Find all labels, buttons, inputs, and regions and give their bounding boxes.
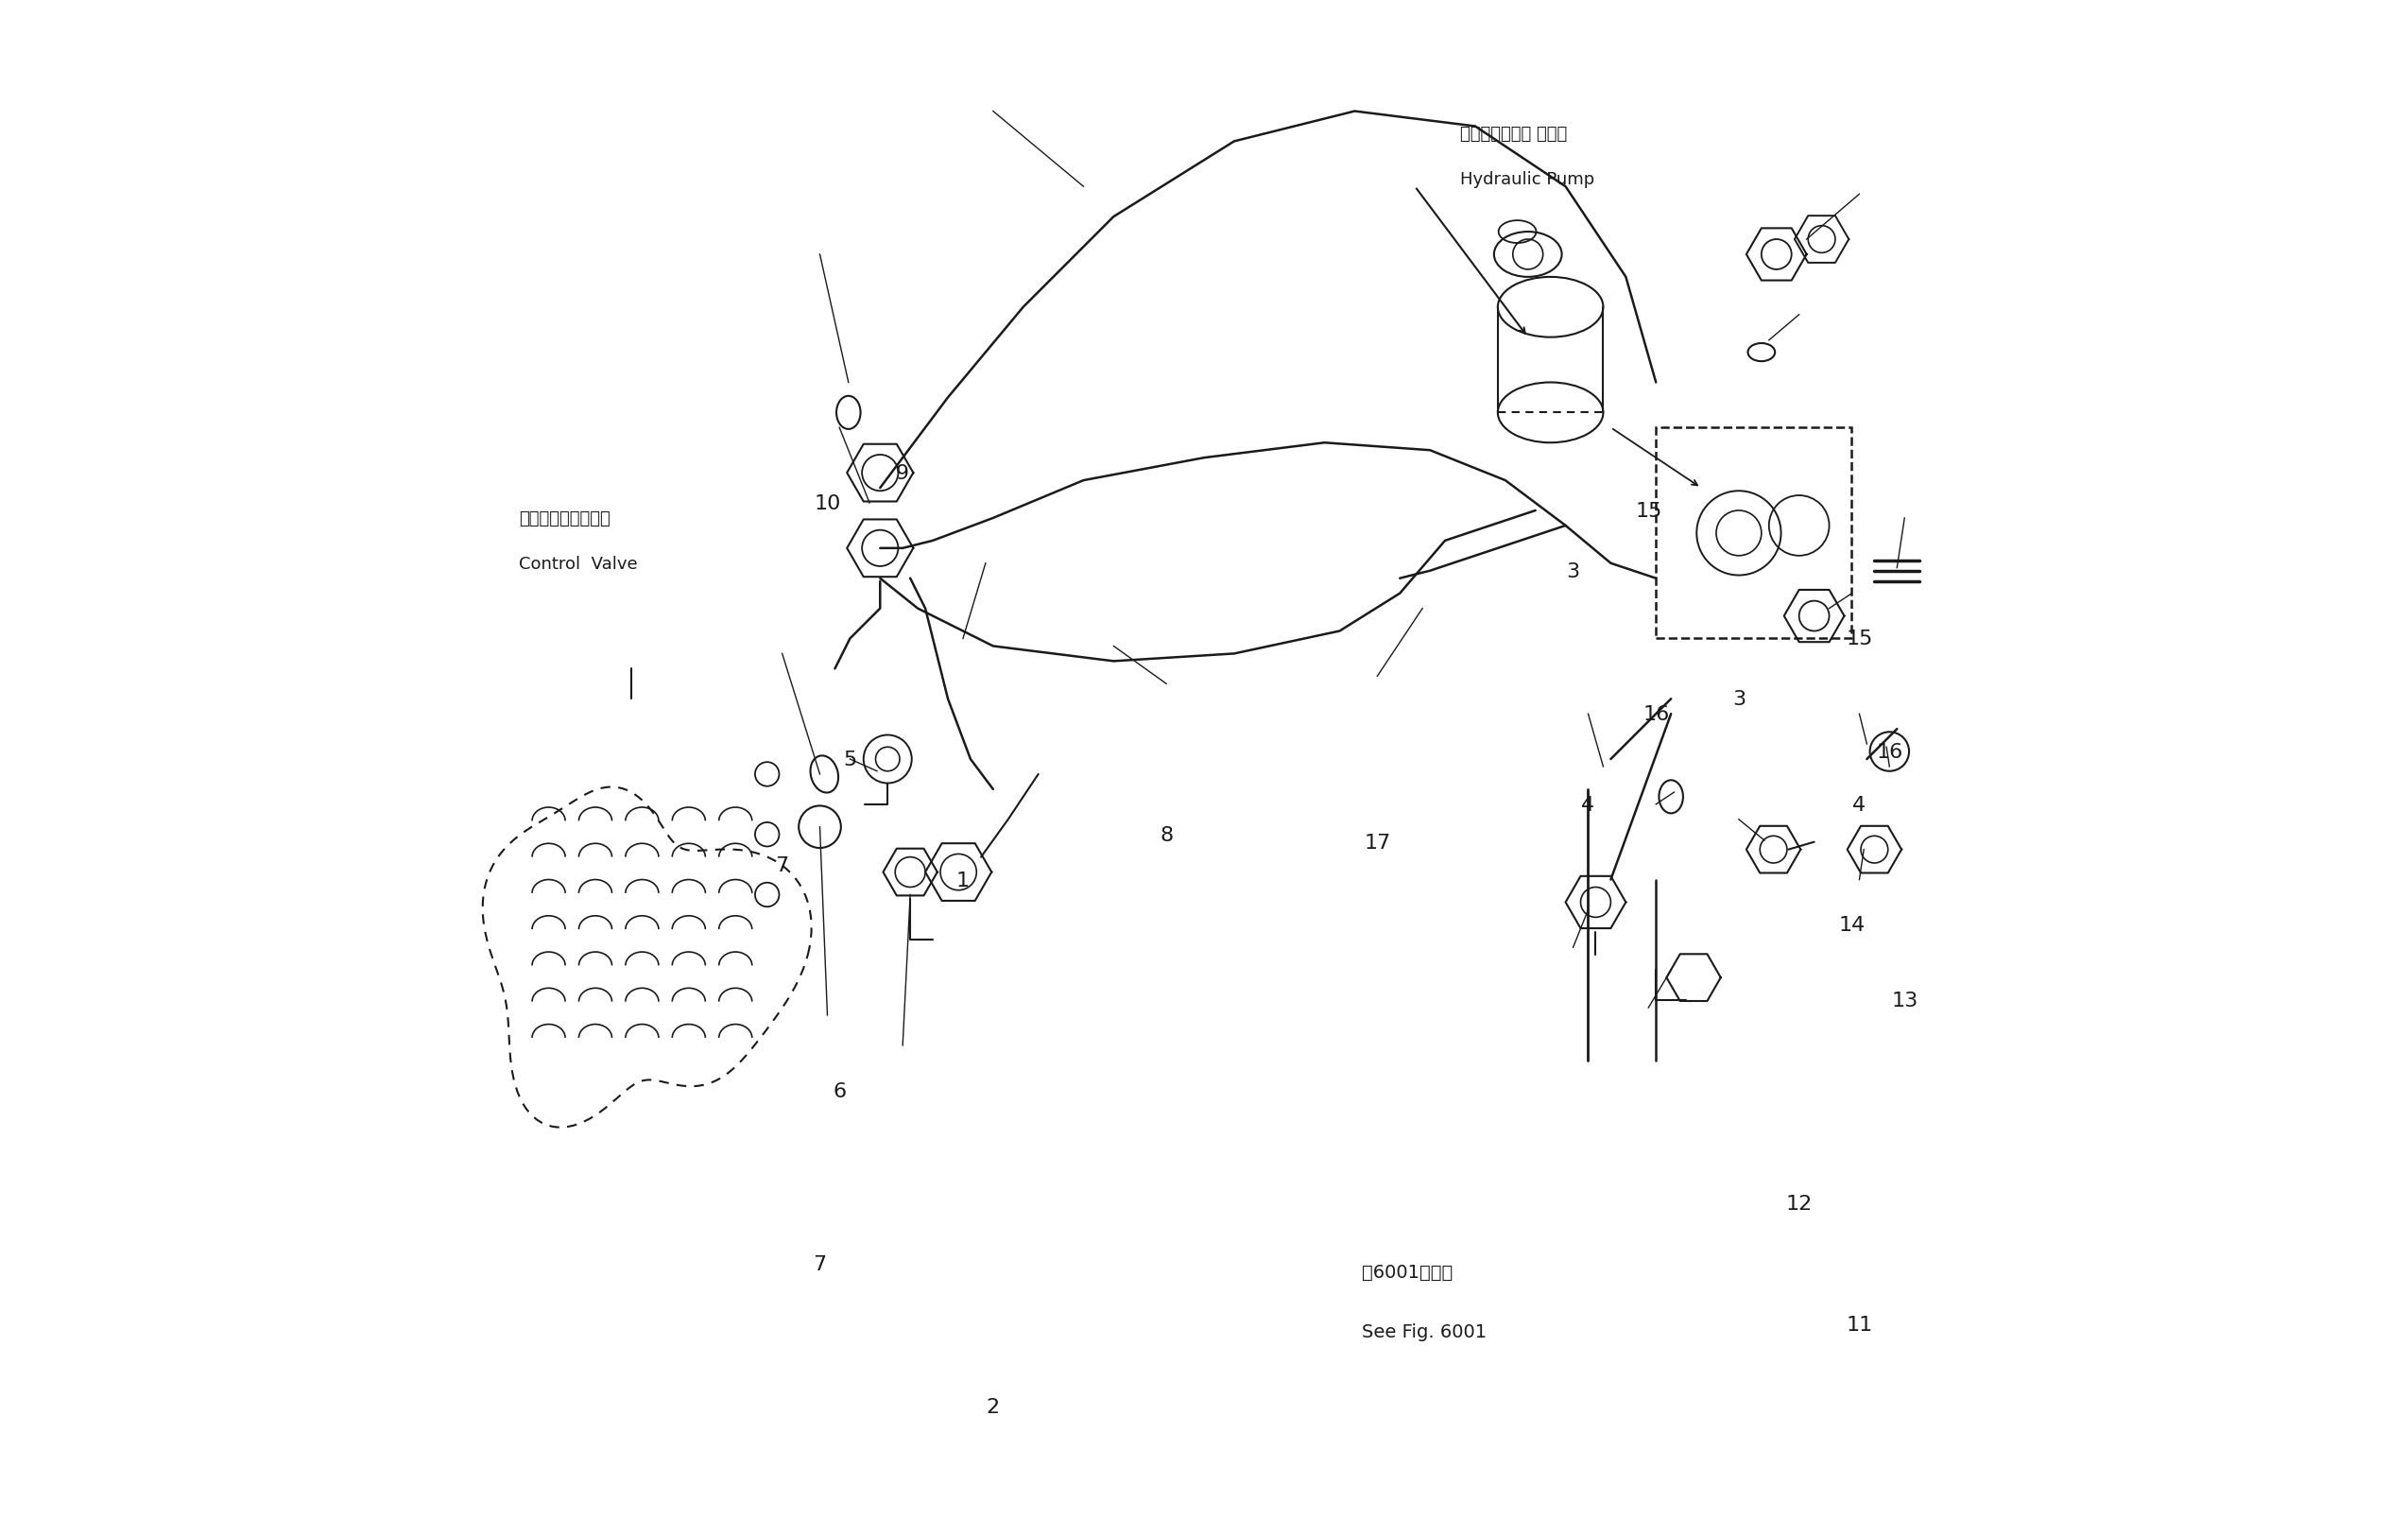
Text: 3: 3 — [1568, 562, 1580, 580]
Circle shape — [1512, 240, 1544, 270]
Text: 17: 17 — [1363, 832, 1389, 852]
Text: 1: 1 — [956, 870, 970, 890]
Text: 15: 15 — [1847, 629, 1873, 649]
Text: 9: 9 — [896, 463, 910, 483]
Text: コントロールバルブ: コントロールバルブ — [518, 510, 609, 527]
Text: 4: 4 — [1852, 796, 1866, 814]
Text: Hydraulic Pump: Hydraulic Pump — [1459, 172, 1594, 188]
Text: 12: 12 — [1787, 1194, 1813, 1214]
Text: ハイドロリック ポンプ: ハイドロリック ポンプ — [1459, 126, 1568, 143]
Text: 13: 13 — [1890, 990, 1917, 1010]
Text: 5: 5 — [843, 750, 857, 769]
Text: 7: 7 — [775, 855, 790, 875]
Text: 16: 16 — [1876, 743, 1902, 761]
Text: 16: 16 — [1642, 705, 1669, 723]
Text: 14: 14 — [1837, 916, 1866, 934]
Text: 15: 15 — [1635, 501, 1662, 521]
Text: 10: 10 — [814, 494, 840, 513]
Text: 6: 6 — [833, 1082, 845, 1100]
Text: 4: 4 — [1582, 796, 1594, 814]
Text: 第6001図参照: 第6001図参照 — [1363, 1262, 1452, 1281]
Text: See Fig. 6001: See Fig. 6001 — [1363, 1323, 1488, 1341]
Text: 8: 8 — [1161, 825, 1173, 845]
Text: Control  Valve: Control Valve — [518, 556, 638, 573]
Text: 7: 7 — [814, 1255, 826, 1273]
Text: 3: 3 — [1731, 690, 1746, 709]
Text: 2: 2 — [987, 1397, 999, 1417]
Text: 11: 11 — [1847, 1315, 1873, 1334]
